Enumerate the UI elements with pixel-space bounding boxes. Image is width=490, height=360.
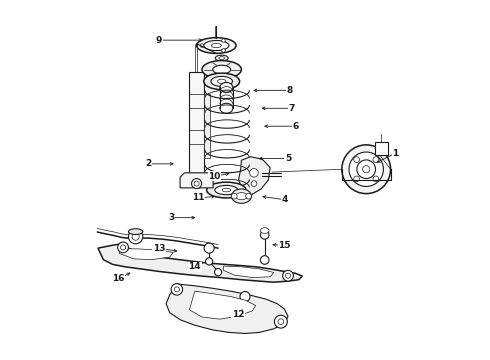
Circle shape xyxy=(204,243,214,253)
Ellipse shape xyxy=(213,65,231,74)
Text: 11: 11 xyxy=(192,193,205,202)
Ellipse shape xyxy=(231,189,251,203)
Circle shape xyxy=(349,152,383,186)
Text: 12: 12 xyxy=(232,310,244,319)
Circle shape xyxy=(278,319,284,324)
Circle shape xyxy=(373,157,379,162)
Ellipse shape xyxy=(204,73,240,90)
Circle shape xyxy=(205,258,213,265)
Ellipse shape xyxy=(218,79,226,84)
Circle shape xyxy=(221,49,225,52)
Circle shape xyxy=(260,230,269,239)
Circle shape xyxy=(342,145,391,194)
Text: 4: 4 xyxy=(281,195,288,204)
Text: 10: 10 xyxy=(208,172,220,181)
Circle shape xyxy=(283,270,294,281)
Ellipse shape xyxy=(128,229,143,234)
Circle shape xyxy=(215,269,221,276)
Ellipse shape xyxy=(207,182,246,198)
Text: 14: 14 xyxy=(189,262,201,271)
Ellipse shape xyxy=(211,43,221,48)
Circle shape xyxy=(286,273,291,278)
Circle shape xyxy=(118,242,128,253)
Circle shape xyxy=(200,44,204,47)
Polygon shape xyxy=(166,284,288,333)
Ellipse shape xyxy=(220,82,233,93)
Polygon shape xyxy=(98,244,302,282)
Circle shape xyxy=(373,176,379,182)
Ellipse shape xyxy=(236,193,247,200)
Text: 8: 8 xyxy=(287,86,293,95)
Polygon shape xyxy=(190,291,256,319)
Circle shape xyxy=(192,179,201,189)
Circle shape xyxy=(250,168,258,177)
Ellipse shape xyxy=(260,228,269,233)
Ellipse shape xyxy=(204,41,229,50)
Text: 1: 1 xyxy=(392,149,399,158)
Circle shape xyxy=(128,229,143,244)
Circle shape xyxy=(240,292,250,302)
Text: 13: 13 xyxy=(153,244,165,253)
Polygon shape xyxy=(204,94,210,158)
Polygon shape xyxy=(120,249,173,260)
Circle shape xyxy=(363,166,370,173)
Circle shape xyxy=(357,160,375,179)
Ellipse shape xyxy=(220,103,233,113)
Circle shape xyxy=(221,39,225,42)
Polygon shape xyxy=(223,266,274,278)
Circle shape xyxy=(194,181,199,186)
Text: 6: 6 xyxy=(292,122,298,131)
Text: 16: 16 xyxy=(113,274,125,283)
Circle shape xyxy=(354,157,360,162)
Circle shape xyxy=(251,181,257,186)
Ellipse shape xyxy=(215,55,228,61)
Circle shape xyxy=(231,193,237,199)
Circle shape xyxy=(274,315,287,328)
Ellipse shape xyxy=(196,38,236,53)
Ellipse shape xyxy=(202,60,242,78)
Text: 9: 9 xyxy=(156,36,162,45)
Circle shape xyxy=(132,233,139,240)
Circle shape xyxy=(121,245,125,250)
Circle shape xyxy=(174,287,179,292)
Polygon shape xyxy=(239,157,270,196)
Polygon shape xyxy=(189,72,204,173)
Circle shape xyxy=(260,256,269,264)
Text: 2: 2 xyxy=(145,159,151,168)
Text: 7: 7 xyxy=(289,104,295,113)
Ellipse shape xyxy=(222,188,231,192)
Text: 15: 15 xyxy=(278,241,291,250)
Circle shape xyxy=(354,176,360,182)
Polygon shape xyxy=(180,173,213,188)
FancyBboxPatch shape xyxy=(375,142,388,155)
Ellipse shape xyxy=(219,57,224,59)
Text: 5: 5 xyxy=(285,154,291,163)
Ellipse shape xyxy=(211,76,232,86)
Text: 3: 3 xyxy=(169,213,174,222)
Circle shape xyxy=(245,193,251,199)
Circle shape xyxy=(171,284,183,295)
Ellipse shape xyxy=(215,185,238,195)
